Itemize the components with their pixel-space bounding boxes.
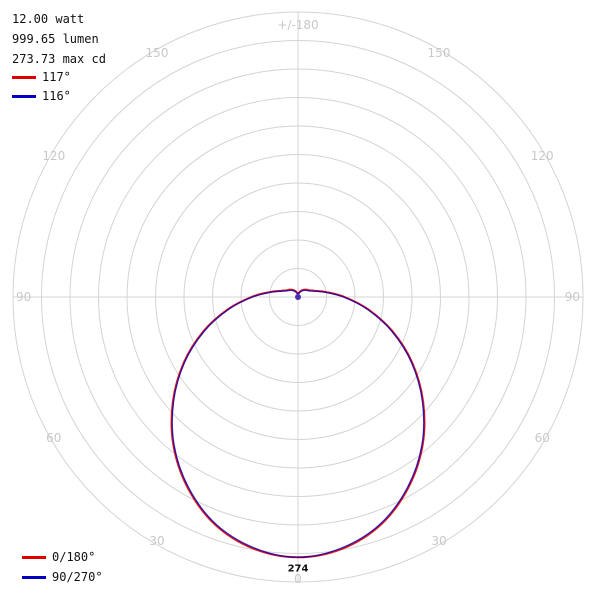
beam-angle-value: 117° — [42, 70, 71, 84]
max-cd-readout: 273.73 max cd — [12, 52, 106, 66]
angle-tick-label: 60 — [535, 431, 550, 445]
legend-entry-c90-270: 90/270° — [22, 570, 103, 584]
angle-tick-label: 0 — [294, 572, 302, 586]
beam-angle-row-blue: 116° — [12, 89, 71, 103]
angle-tick-label: 30 — [431, 534, 446, 548]
angle-tick-label: 60 — [46, 431, 61, 445]
angle-tick-labels: +/-180 150 150 120 120 90 90 60 60 30 30 0 — [16, 18, 580, 586]
angle-tick-label: 30 — [149, 534, 164, 548]
red-line-swatch — [22, 555, 46, 559]
angle-tick-label: 150 — [146, 46, 169, 60]
origin-marker — [295, 294, 301, 300]
blue-line-swatch — [22, 575, 46, 579]
angle-tick-label: 120 — [531, 149, 554, 163]
angle-tick-label: +/-180 — [277, 18, 318, 32]
red-line-swatch — [12, 75, 36, 79]
blue-line-swatch — [12, 94, 36, 98]
peak-value-label: 274 — [288, 563, 309, 574]
angle-tick-label: 150 — [428, 46, 451, 60]
beam-angle-row-red: 117° — [12, 70, 71, 84]
series-line-c90-270 — [171, 289, 425, 559]
legend-entry-c0-180: 0/180° — [22, 550, 95, 564]
distribution-curves — [170, 288, 426, 559]
legend-label: 90/270° — [52, 570, 103, 584]
angle-tick-label: 90 — [16, 290, 31, 304]
angle-tick-label: 90 — [565, 290, 580, 304]
legend-label: 0/180° — [52, 550, 96, 564]
angle-tick-label: 120 — [42, 149, 65, 163]
lumen-readout: 999.65 lumen — [12, 32, 99, 46]
beam-angle-value: 116° — [42, 89, 71, 103]
power-readout: 12.00 watt — [12, 12, 85, 26]
